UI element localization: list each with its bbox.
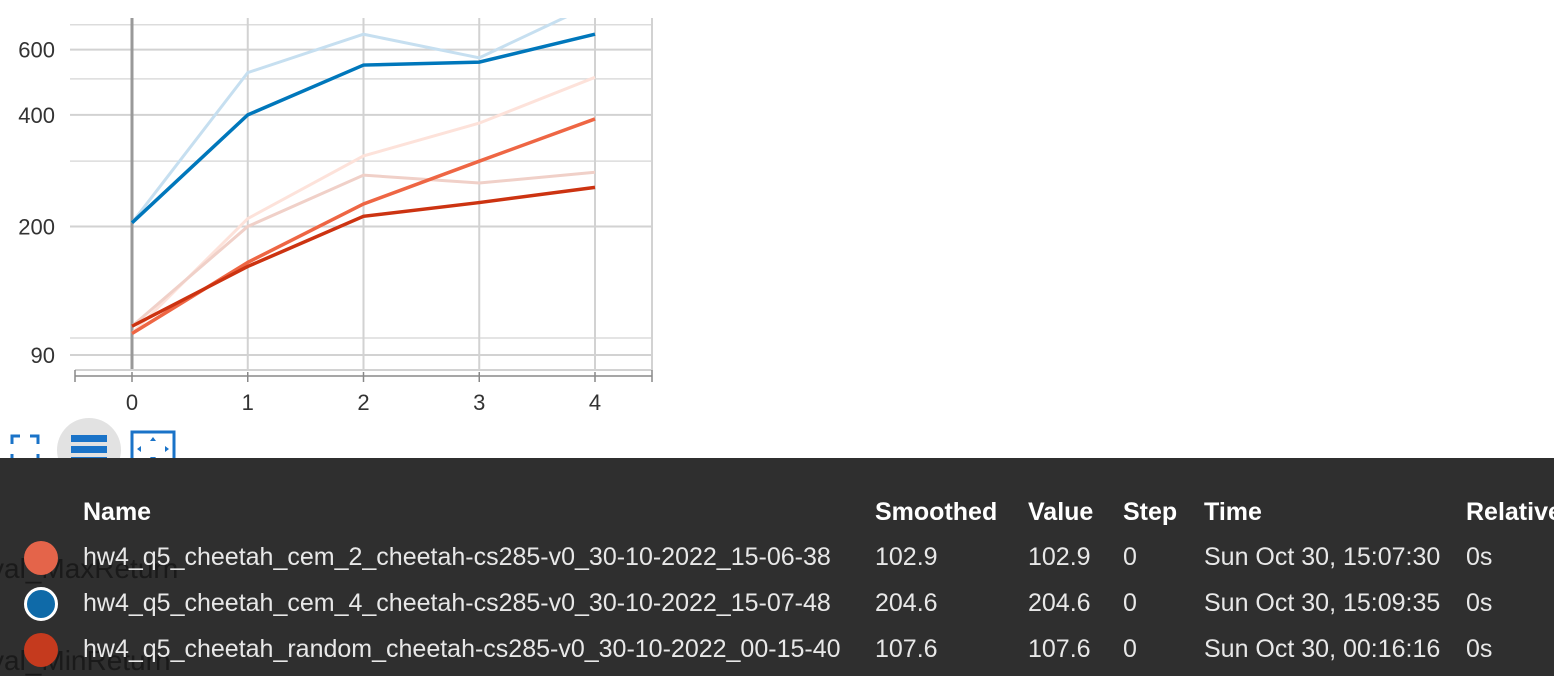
smoothed-value: 204.6: [875, 589, 938, 617]
chart-series: [130, 18, 596, 335]
line-chart[interactable]: 90 200 400 600 0 1 2 3 4: [0, 0, 700, 420]
smoothed-value: 102.9: [875, 543, 938, 571]
relative-value: 0s: [1466, 543, 1493, 571]
table-row[interactable]: hw4_q5_cheetah_random_cheetah-cs285-v0_3…: [0, 629, 1554, 675]
x-tick-label: 1: [242, 390, 254, 415]
column-header-time[interactable]: Time: [1204, 498, 1262, 526]
fullscreen-icon: [10, 434, 40, 464]
y-tick-label: 400: [18, 103, 55, 128]
x-tick-label: 4: [589, 390, 601, 415]
series-smoothed-line: [131, 185, 596, 328]
time-value: Sun Oct 30, 15:09:35: [1204, 589, 1441, 617]
raw-value: 102.9: [1028, 543, 1091, 571]
y-tick-label: 600: [18, 38, 55, 63]
relative-value: 0s: [1466, 589, 1493, 617]
step-value: 0: [1123, 635, 1137, 663]
x-tick-label: 2: [357, 390, 369, 415]
chart-grid: [70, 18, 653, 371]
raw-value: 107.6: [1028, 635, 1091, 663]
y-tick-label: 200: [18, 214, 55, 239]
series-color-dot: [24, 587, 58, 621]
smoothed-value: 107.6: [875, 635, 938, 663]
step-value: 0: [1123, 589, 1137, 617]
column-header-name[interactable]: Name: [83, 498, 152, 526]
table-row[interactable]: hw4_q5_cheetah_cem_2_cheetah-cs285-v0_30…: [0, 537, 1554, 583]
chart-ticks: 90 200 400 600 0 1 2 3 4: [18, 38, 653, 415]
series-smoothed-line: [130, 32, 596, 225]
series-raw-line: [130, 18, 568, 224]
series-raw-line: [131, 170, 596, 328]
series-color-dot: [24, 633, 58, 667]
table-row[interactable]: hw4_q5_cheetah_cem_4_cheetah-cs285-v0_30…: [0, 583, 1554, 629]
x-tick-label: 0: [126, 390, 138, 415]
data-table-panel: val_MaxReturn val_MinReturn Name Smoothe…: [0, 458, 1554, 676]
x-tick-label: 3: [473, 390, 485, 415]
time-value: Sun Oct 30, 00:16:16: [1204, 635, 1441, 663]
series-raw-line: [130, 75, 596, 335]
column-header-relative[interactable]: Relative: [1466, 498, 1554, 526]
fullscreen-button[interactable]: [6, 430, 44, 468]
time-value: Sun Oct 30, 15:07:30: [1204, 543, 1441, 571]
column-header-step[interactable]: Step: [1123, 498, 1178, 526]
raw-value: 204.6: [1028, 589, 1091, 617]
column-header-value[interactable]: Value: [1028, 498, 1094, 526]
run-name: hw4_q5_cheetah_cem_2_cheetah-cs285-v0_30…: [83, 543, 831, 571]
run-name: hw4_q5_cheetah_random_cheetah-cs285-v0_3…: [83, 635, 841, 663]
column-header-smoothed[interactable]: Smoothed: [875, 498, 998, 526]
run-name: hw4_q5_cheetah_cem_4_cheetah-cs285-v0_30…: [83, 589, 831, 617]
relative-value: 0s: [1466, 635, 1493, 663]
y-tick-label: 90: [31, 343, 55, 368]
series-color-dot: [24, 541, 58, 575]
step-value: 0: [1123, 543, 1137, 571]
